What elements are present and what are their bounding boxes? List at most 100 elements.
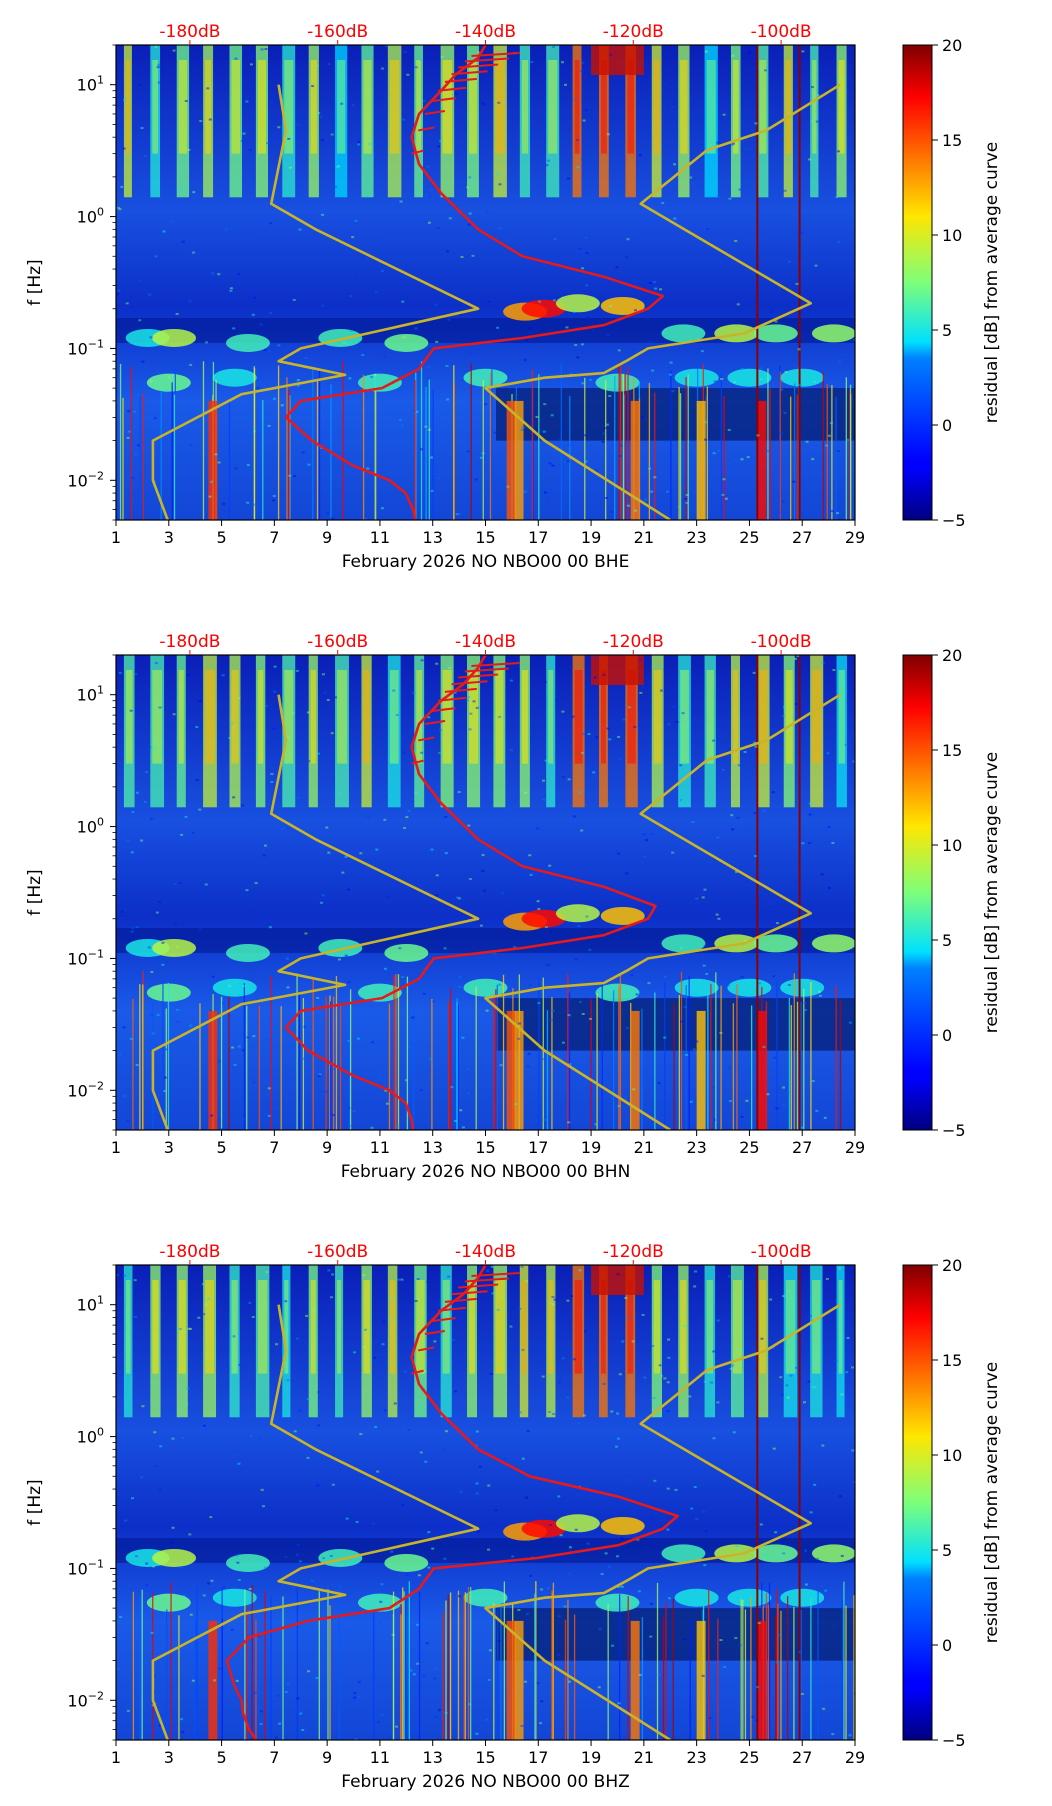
microseism-blob: [555, 294, 600, 313]
speckle: [222, 502, 226, 505]
speckle: [151, 1032, 155, 1035]
speckle: [135, 1064, 139, 1067]
speckle: [467, 824, 471, 827]
speckle: [209, 1516, 213, 1519]
speckle: [781, 500, 785, 503]
event-column: [514, 400, 524, 520]
speckle: [419, 1521, 423, 1524]
daily-stripe-core: [495, 1280, 506, 1374]
speckle: [818, 990, 822, 993]
speckle: [131, 1497, 135, 1500]
speckle: [638, 658, 642, 661]
colorbar-tick-label: 5: [942, 1541, 952, 1560]
speckle: [778, 887, 782, 890]
speckle: [754, 745, 758, 748]
speckle: [427, 428, 431, 431]
speckle: [731, 1364, 735, 1367]
speckle: [576, 166, 580, 169]
speckle: [136, 394, 140, 397]
speckle: [402, 118, 406, 121]
daily-stripe-core: [812, 670, 822, 764]
speckle: [478, 1465, 482, 1468]
daily-stripe-core: [759, 1280, 767, 1374]
psd-ripple: [451, 680, 488, 686]
speckle: [562, 775, 566, 778]
speckle: [253, 430, 257, 433]
speckle: [661, 201, 665, 204]
microseism-blob: [780, 1588, 825, 1607]
colorbar: [902, 44, 933, 521]
speckle: [352, 1110, 356, 1113]
speckle: [184, 815, 188, 818]
speckle: [315, 64, 319, 67]
speckle: [605, 803, 609, 806]
y-tick-label: 10−2: [67, 1689, 104, 1710]
speckle: [617, 1105, 621, 1108]
speckle: [331, 1273, 335, 1276]
speckle: [812, 1386, 816, 1389]
average-psd-curve: [284, 655, 657, 1130]
microseism-blob: [661, 1544, 706, 1563]
speckle: [837, 240, 841, 243]
x-tick-label: 5: [216, 1138, 226, 1157]
speckle: [649, 833, 653, 836]
speckle: [304, 932, 308, 935]
speckle: [541, 779, 545, 782]
speckle: [500, 1295, 504, 1298]
speckle: [296, 1697, 300, 1700]
speckle: [766, 1093, 770, 1096]
speckle: [782, 1295, 786, 1298]
speckle: [319, 115, 323, 118]
speckle: [270, 101, 274, 104]
speckle: [716, 1319, 720, 1322]
daily-stripe-core: [125, 670, 133, 764]
speckle: [606, 334, 610, 337]
speckle: [712, 1350, 716, 1353]
speckle: [801, 1126, 805, 1129]
psd-ripple: [451, 70, 488, 76]
colorbar-tick-label: 15: [942, 131, 962, 150]
speckle: [419, 448, 423, 451]
speckle: [116, 1274, 120, 1277]
speckle: [402, 336, 406, 339]
speckle: [494, 1509, 498, 1512]
x-tick-label: 23: [686, 1748, 706, 1767]
speckle: [265, 1093, 269, 1096]
speckle: [708, 1717, 712, 1720]
daily-stripe-core: [337, 60, 346, 154]
y-tick-label: 10−2: [67, 1079, 104, 1100]
psd-ripple: [458, 1283, 499, 1289]
speckle: [241, 804, 245, 807]
speckle: [828, 1106, 832, 1109]
x-tick-label: 29: [845, 1748, 865, 1767]
speckle: [605, 423, 609, 426]
speckle: [763, 69, 767, 72]
speckle: [450, 1086, 454, 1089]
speckle: [186, 1387, 190, 1390]
speckle: [625, 1026, 629, 1029]
speckle: [728, 197, 732, 200]
speckle: [550, 414, 554, 417]
speckle: [617, 349, 621, 352]
daily-stripe-core: [442, 60, 453, 154]
speckle: [273, 665, 277, 668]
speckle: [653, 1479, 657, 1482]
daily-stripe-core: [627, 60, 634, 154]
speckle: [774, 468, 778, 471]
speckle: [548, 1410, 552, 1413]
speckle: [414, 1300, 418, 1303]
speckle: [181, 1731, 185, 1734]
speckle: [269, 312, 273, 315]
speckle: [626, 238, 630, 241]
speckle: [420, 751, 424, 754]
speckle: [383, 1409, 387, 1412]
daily-stripe-core: [706, 60, 716, 154]
daily-stripe-core: [178, 1280, 186, 1374]
daily-stripe-core: [257, 60, 266, 154]
speckle: [467, 223, 471, 226]
daily-stripe-core: [732, 60, 739, 154]
speckle: [675, 721, 679, 724]
speckle: [779, 432, 783, 435]
daily-stripe-core: [574, 1280, 583, 1374]
speckle: [719, 1031, 723, 1034]
